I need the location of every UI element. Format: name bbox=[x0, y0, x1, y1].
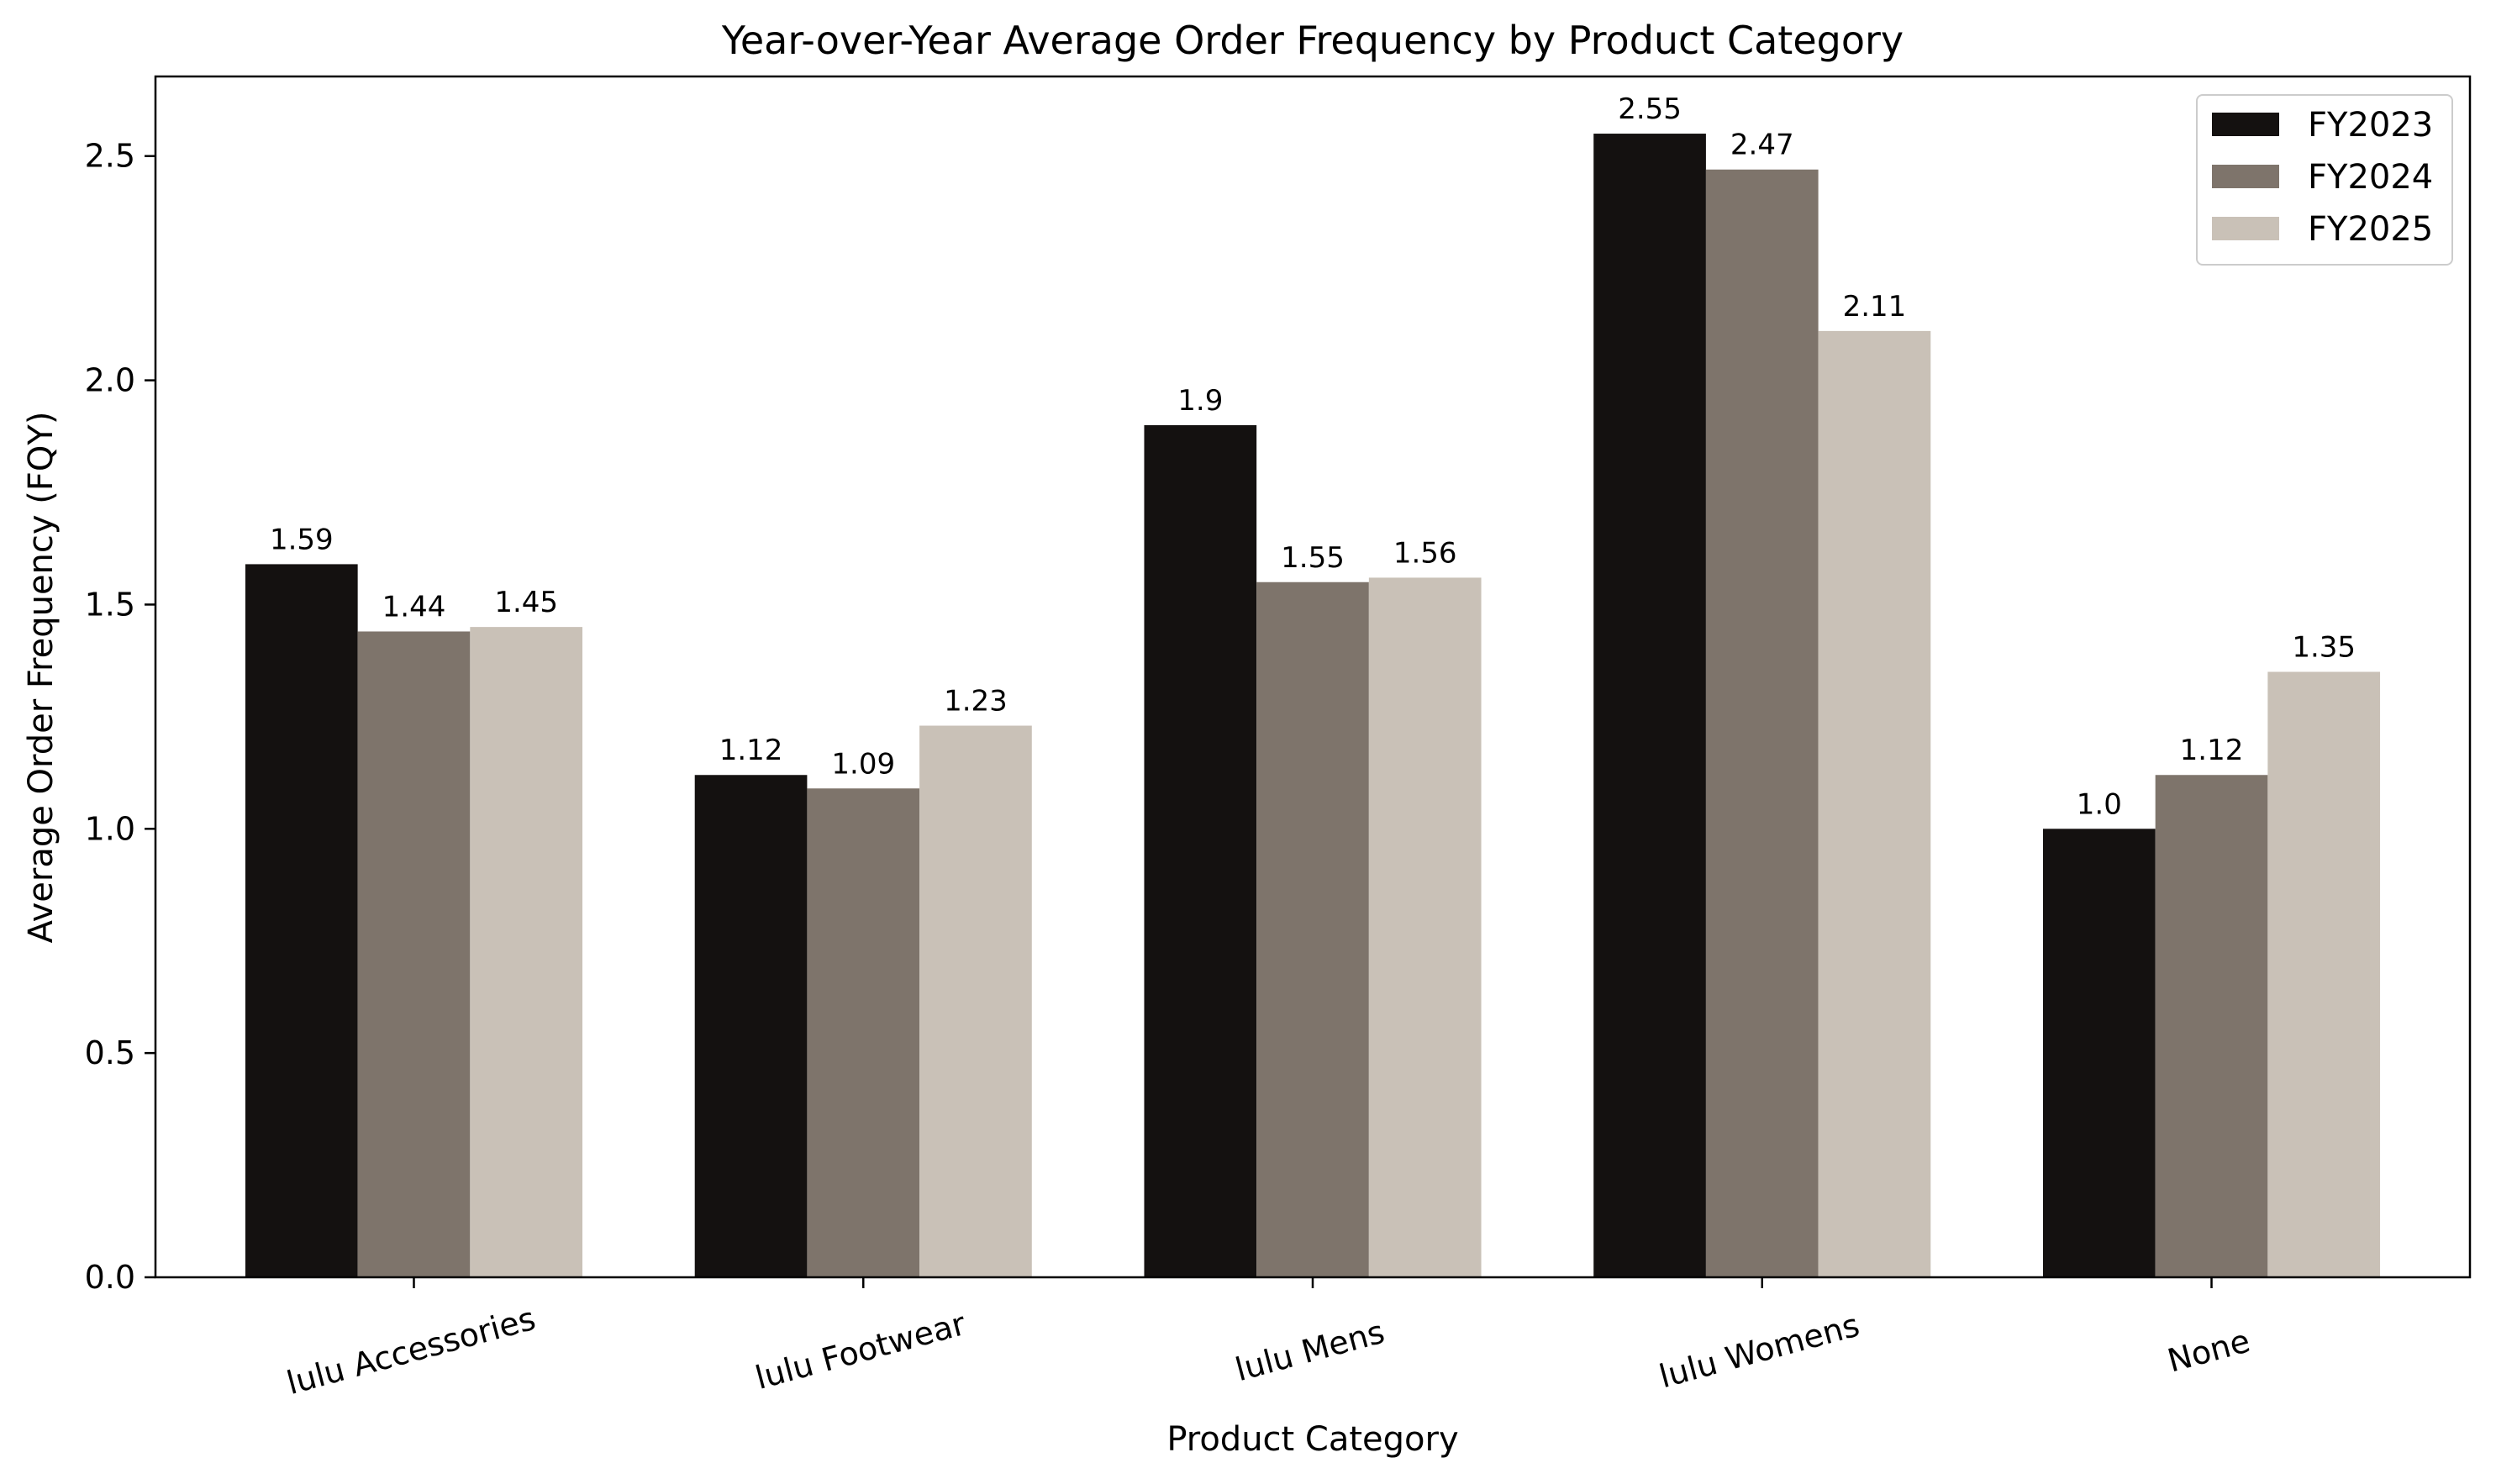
legend-items: FY2023 FY2024 FY2025 bbox=[2212, 106, 2433, 249]
data-labels-layer: 1.59 1.12 1.9 2.55 1.0 1.44 1.09 1.55 2.47 1.12 1.… bbox=[270, 92, 2356, 821]
y-tick-label: 0.0 bbox=[85, 1259, 135, 1296]
bars-layer bbox=[245, 134, 2381, 1278]
data-label: 1.59 bbox=[270, 523, 334, 556]
y-tick-label: 2.5 bbox=[85, 138, 135, 175]
bar-fy2023-1 bbox=[694, 775, 808, 1277]
bar-fy2025-2 bbox=[1368, 577, 1482, 1277]
bar-fy2024-2 bbox=[1256, 581, 1369, 1277]
data-label: 1.23 bbox=[944, 685, 1008, 718]
data-label: 1.12 bbox=[2180, 734, 2244, 767]
y-axis: 0.0 0.5 1.0 1.5 2.0 2.5 bbox=[85, 138, 155, 1296]
bar-fy2025-1 bbox=[919, 725, 1032, 1277]
y-tick-label: 0.5 bbox=[85, 1034, 135, 1071]
legend-label-fy2024: FY2024 bbox=[2308, 158, 2433, 197]
data-label: 1.56 bbox=[1393, 536, 1457, 570]
bar-fy2023-0 bbox=[245, 564, 358, 1277]
plot-frame bbox=[154, 75, 2472, 1279]
y-tick-label: 1.0 bbox=[85, 810, 135, 847]
legend-label-fy2023: FY2023 bbox=[2308, 106, 2433, 145]
data-label: 1.45 bbox=[494, 586, 558, 619]
x-axis-title: Product Category bbox=[1166, 1420, 1458, 1459]
y-tick-label: 2.0 bbox=[85, 362, 135, 399]
data-label: 1.09 bbox=[831, 747, 895, 781]
data-label: 1.9 bbox=[1177, 384, 1223, 418]
data-label: 1.55 bbox=[1281, 541, 1345, 575]
data-label: 2.55 bbox=[1618, 92, 1682, 126]
bar-fy2025-4 bbox=[2267, 671, 2381, 1277]
data-label: 2.11 bbox=[1843, 290, 1907, 324]
data-label: 1.44 bbox=[382, 590, 446, 624]
bar-fy2024-1 bbox=[807, 788, 920, 1277]
bar-fy2024-3 bbox=[1705, 169, 1819, 1278]
legend: FY2023 FY2024 FY2025 bbox=[2196, 94, 2453, 266]
y-tick-label: 1.5 bbox=[85, 586, 135, 623]
data-label: 1.35 bbox=[2292, 630, 2356, 664]
bar-fy2025-0 bbox=[470, 627, 583, 1277]
y-axis-title: Average Order Frequency (FQY) bbox=[22, 412, 61, 944]
bar-fy2024-0 bbox=[357, 631, 471, 1277]
legend-swatch-fy2023 bbox=[2212, 113, 2279, 136]
data-label: 1.12 bbox=[719, 734, 783, 767]
bar-fy2023-2 bbox=[1144, 424, 1257, 1278]
data-label: 1.0 bbox=[2077, 787, 2122, 821]
legend-swatch-fy2025 bbox=[2212, 217, 2279, 240]
data-label: 2.47 bbox=[1730, 129, 1794, 162]
bar-fy2025-3 bbox=[1818, 330, 1931, 1277]
chart-title: Year-over-Year Average Order Frequency b… bbox=[721, 18, 1904, 63]
legend-label-fy2025: FY2025 bbox=[2308, 210, 2433, 249]
bar-fy2023-3 bbox=[1593, 134, 1706, 1278]
legend-swatch-fy2024 bbox=[2212, 165, 2279, 188]
bar-fy2023-4 bbox=[2042, 829, 2156, 1277]
bar-fy2024-4 bbox=[2155, 775, 2268, 1277]
